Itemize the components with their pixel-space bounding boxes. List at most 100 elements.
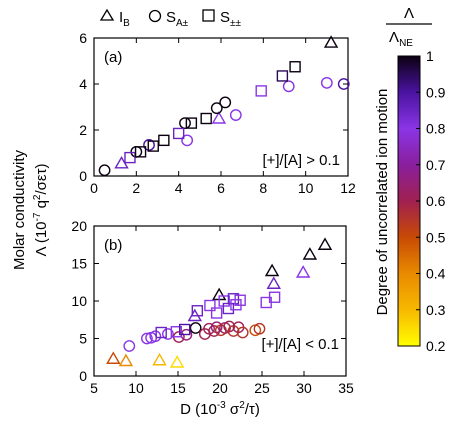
x-tick-label: 30 [296,380,312,396]
data-point-triangle [211,111,227,124]
colorbar-tick-label: 0.4 [426,266,446,282]
x-tick-label: 2 [132,180,140,196]
y-tick-label: 0 [79,368,87,384]
y-tick-label: 15 [71,256,87,272]
panel-b-frame [93,225,347,377]
data-point-circle [141,332,153,345]
data-point-circle [179,117,191,130]
data-point-square [227,293,240,305]
svg-text:IB: IB [119,9,130,29]
panel-b-marks [106,237,333,368]
data-point-square [268,291,281,303]
data-point-square [147,140,159,152]
data-point-triangle [264,263,280,277]
y-axis-label: Molar conductivity Λ (10-7 q2/σετ) [11,149,50,270]
legend-circle-marker [148,9,162,23]
data-point-square [124,151,136,164]
legend-item-spp: S±± [202,9,242,29]
data-point-square [210,307,223,319]
y-axis-label-line2: Λ (10-7 q2/σετ) [32,163,50,256]
data-point-triangle [295,265,311,278]
colorbar-title-denominator: ΛNE [389,29,413,49]
colorbar-tick-label: 0.7 [426,157,446,173]
data-point-circle [189,322,202,334]
data-point-square [222,302,235,315]
legend-sub: ±± [230,18,241,29]
data-point-circle [210,102,223,115]
colorbar-label: Degree of uncorrelated ion motion [374,89,391,316]
y-tick-label: 5 [79,331,87,347]
y-tick-label: 0 [79,168,87,184]
data-point-triangle [323,35,339,48]
x-tick-label: 25 [254,380,270,396]
data-point-square [191,305,204,317]
legend-label: S [220,9,230,26]
data-point-circle [149,330,162,343]
panel-a-annotation: [+]/[A] > 0.1 [262,152,340,169]
colorbar-tick-label: 0.2 [426,338,446,354]
colorbar-tick-label: 0.3 [426,302,446,318]
data-point-square [289,61,301,73]
legend-item-sa: SA± [148,9,189,29]
data-point-square [200,112,212,125]
panel-a-marks [98,35,350,177]
data-point-circle [320,76,333,89]
data-point-square [234,294,246,306]
x-tick-label: 10 [298,180,314,196]
data-point-square [158,134,170,147]
data-point-circle [219,96,232,109]
y-tick-label: 10 [71,293,87,309]
colorbar-tick-label: 0.8 [426,121,446,137]
panel-b-label: (b) [104,237,122,254]
data-point-square [218,295,230,307]
panel-a: 0 2 4 6 8 10 12 0 2 4 6 (a) [+]/[A] > 0.1 [79,30,356,196]
data-point-circle [123,340,136,352]
data-point-triangle [118,353,134,367]
data-point-circle [236,326,249,339]
colorbar-tick-label: 0.5 [426,229,446,245]
x-tick-label: 8 [259,180,267,196]
data-point-square [172,127,185,140]
colorbar-title-numerator: Λ [404,5,414,22]
y-tick-label: 20 [71,218,87,234]
data-point-circle [130,145,143,158]
x-tick-label: 0 [90,180,98,196]
data-point-circle [253,322,266,335]
data-point-triangle [169,355,185,368]
x-tick-label: 35 [338,380,354,396]
data-point-circle [229,109,242,121]
colorbar-tick-label: 0.9 [426,84,446,100]
data-point-square [255,85,267,97]
panel-a-ticks: 0 2 4 6 8 10 12 0 2 4 6 [79,30,356,196]
data-point-square [134,146,147,158]
data-point-triangle [106,351,121,364]
colorbar: Λ ΛNE 1 0.9 0.8 0.7 0.6 0.5 0.4 0.3 0.2 Degree o… [374,5,446,354]
y-tick-label: 4 [79,76,87,92]
data-point-square [179,323,191,336]
x-tick-label: 10 [128,380,144,396]
y-axis-label-line1: Molar conductivity [11,149,28,270]
panel-b-annotation: [+]/[A] < 0.1 [261,336,339,353]
data-point-square [204,299,216,312]
x-tick-label: 5 [90,380,98,396]
x-tick-label: 12 [340,180,356,196]
data-point-triangle [317,237,333,250]
data-point-triangle [302,247,318,260]
legend-label: S [166,9,176,26]
legend: IB SA± S±± [99,8,242,29]
data-point-triangle [152,352,167,366]
legend-sub: A± [176,18,189,29]
svg-text:SA±: SA± [166,9,189,29]
data-point-square [185,117,198,129]
x-tick-label: 6 [217,180,225,196]
panel-a-label: (a) [104,49,122,66]
data-point-circle [143,139,155,151]
data-point-square [276,70,289,82]
x-axis-label: D (10-3 σ2/τ) [180,400,260,418]
legend-sub: B [123,18,130,29]
colorbar-ticks: 1 0.9 0.8 0.7 0.6 0.5 0.4 0.3 0.2 [416,48,446,354]
x-tick-label: 4 [175,180,183,196]
